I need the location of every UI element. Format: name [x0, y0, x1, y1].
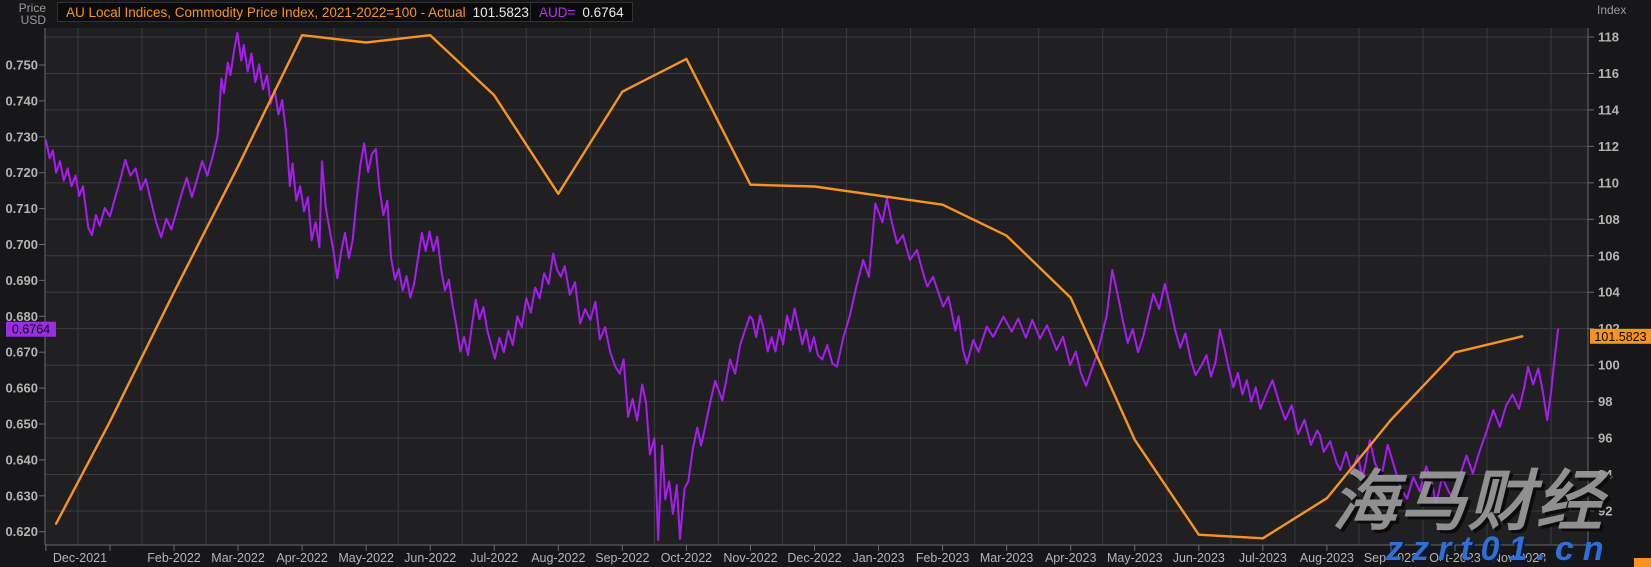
x-axis-month-label: Oct-2022 [661, 551, 712, 565]
right-axis-tick-label: 112 [1598, 139, 1619, 154]
right-axis-tick-label: 100 [1598, 358, 1620, 373]
left-axis-tick-label: 0.650 [5, 417, 38, 432]
right-axis-tick-label: 108 [1598, 212, 1620, 227]
left-axis-tick-label: 0.730 [5, 129, 38, 144]
x-axis-month-label: Oct-2023 [1429, 551, 1480, 565]
x-axis-month-label: Mar-2023 [980, 551, 1034, 565]
left-axis-title: Price USD [6, 2, 46, 26]
left-axis-title-line2: USD [20, 13, 46, 27]
x-axis-month-label: May-2022 [338, 551, 394, 565]
right-axis-tick-label: 118 [1598, 30, 1619, 45]
x-axis-month-label: Jun-2022 [404, 551, 456, 565]
x-axis-month-label: Apr-2022 [276, 551, 327, 565]
x-axis-month-label: Aug-2023 [1300, 551, 1354, 565]
legend-aud-value: 0.6764 [582, 4, 624, 20]
corner-logo-fragment [1634, 558, 1651, 567]
left-axis-tick-label: 0.710 [5, 201, 38, 216]
right-axis-tick-label: 114 [1598, 102, 1620, 117]
x-axis-month-label: Nov-2023 [1492, 551, 1546, 565]
x-axis-month-label: Nov-2022 [723, 551, 777, 565]
left-axis-tick-label: 0.720 [5, 165, 38, 180]
index-current-value-badge [1590, 328, 1651, 344]
legend-commodity-index[interactable]: AU Local Indices, Commodity Price Index,… [57, 2, 538, 22]
x-axis-month-label: Sep-2023 [1364, 551, 1418, 565]
right-axis-tick-label: 98 [1598, 394, 1612, 409]
legend-commodity-value: 101.5823 [472, 4, 529, 20]
x-axis-month-label: Jul-2023 [1239, 551, 1287, 565]
watermark-url: zzrt01.cn [1386, 530, 1613, 567]
right-axis-tick-label: 110 [1598, 175, 1619, 190]
left-axis-tick-label: 0.740 [5, 93, 38, 108]
x-axis-month-label: May-2023 [1107, 551, 1163, 565]
left-axis-tick-label: 0.660 [5, 381, 38, 396]
left-axis-tick-label: 0.630 [5, 488, 38, 503]
left-axis-tick-label: 0.680 [5, 309, 38, 324]
commodity-index-line [54, 34, 1524, 540]
x-axis-month-label: Jul-2022 [470, 551, 518, 565]
right-axis-tick-label: 104 [1598, 285, 1620, 300]
legend-commodity-label: AU Local Indices, Commodity Price Index,… [66, 4, 466, 20]
watermark-cjk: 海马财经 [1332, 464, 1604, 538]
x-axis-month-label: Mar-2022 [211, 551, 265, 565]
x-axis-month-label: Jun-2023 [1173, 551, 1225, 565]
left-axis-tick-label: 0.640 [5, 452, 38, 467]
right-axis-tick-label: 96 [1598, 431, 1612, 446]
right-axis-title: Index [1597, 3, 1627, 17]
x-axis-month-label: Feb-2022 [147, 551, 201, 565]
x-axis-month-label: Aug-2022 [531, 551, 585, 565]
plot-background [45, 28, 1588, 545]
left-axis-tick-label: 0.670 [5, 345, 38, 360]
aud-current-price-text: 0.6764 [12, 323, 50, 337]
right-axis-tick-label: 106 [1598, 248, 1620, 263]
x-axis-month-label: Apr-2023 [1045, 551, 1096, 565]
x-axis-month-label: Sep-2022 [595, 551, 649, 565]
x-axis-month-label: Feb-2023 [916, 551, 970, 565]
legend-aud[interactable]: AUD= 0.6764 [530, 2, 633, 22]
left-axis-title-line1: Price [18, 1, 46, 15]
legend-aud-label: AUD= [539, 4, 576, 20]
right-axis-tick-label: 94 [1598, 467, 1613, 482]
right-axis-tick-label: 92 [1598, 503, 1612, 518]
left-axis-tick-label: 0.620 [5, 524, 38, 539]
x-axis-month-label: Dec-2022 [787, 551, 841, 565]
right-axis-tick-label: 116 [1598, 66, 1619, 81]
left-axis-tick-label: 0.700 [5, 237, 38, 252]
aud-current-price-badge [6, 321, 56, 337]
x-axis-month-label: Jan-2023 [852, 551, 904, 565]
index-current-value-text: 101.5823 [1594, 330, 1646, 344]
x-axis-month-label: Dec-2021 [53, 551, 107, 565]
left-axis-tick-label: 0.690 [5, 273, 38, 288]
left-axis-tick-label: 0.750 [5, 58, 38, 73]
